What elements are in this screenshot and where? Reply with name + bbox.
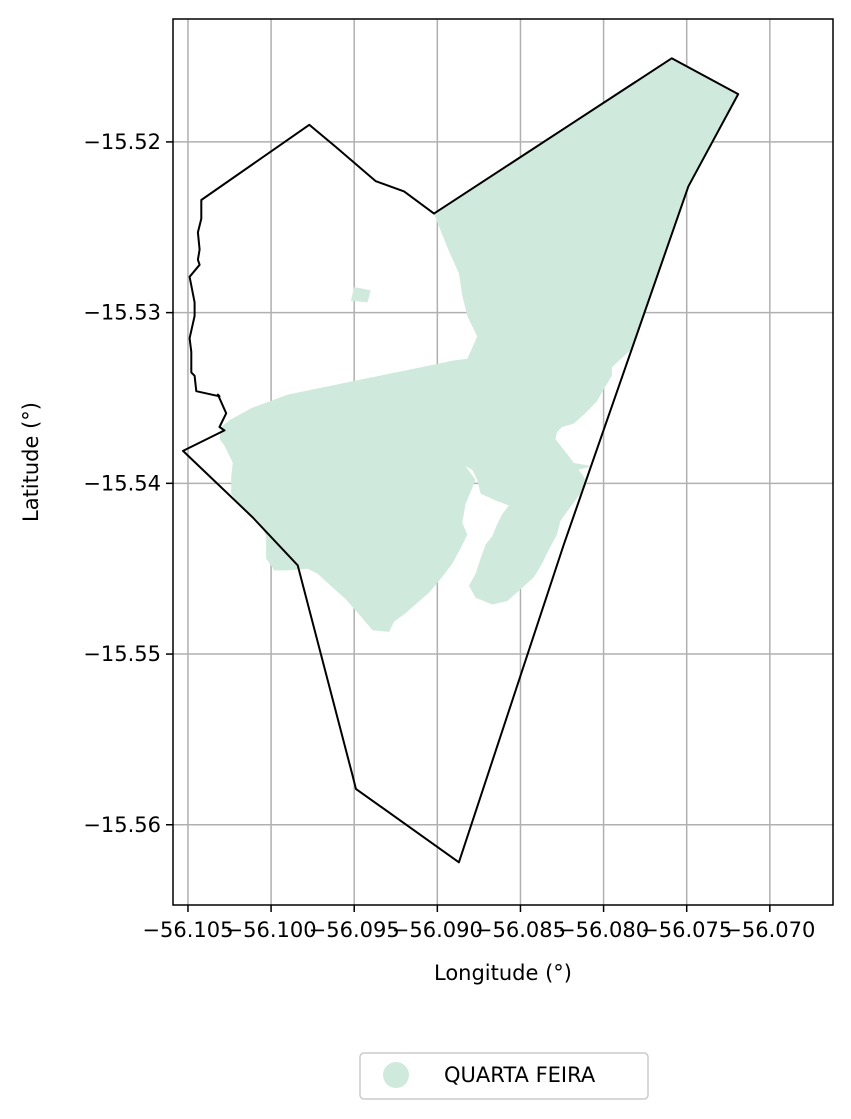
region-polygon-0-1: [350, 287, 371, 303]
y-axis-ticks: −15.52 −15.53 −15.54 −15.55 −15.56: [83, 130, 173, 837]
y-tick-label-3: −15.55: [83, 642, 161, 666]
x-tick-label-0: −56.105: [142, 918, 233, 942]
region-polygons: [219, 58, 739, 632]
legend: QUARTA FEIRA: [359, 1052, 649, 1100]
x-tick-label-6: −56.075: [641, 918, 732, 942]
y-tick-label-1: −15.53: [83, 301, 161, 325]
y-tick-label-2: −15.54: [83, 471, 161, 495]
legend-box: [359, 1052, 649, 1100]
boundary-outline: [182, 57, 740, 864]
x-tick-label-1: −56.100: [226, 918, 317, 942]
x-tick-label-2: −56.095: [309, 918, 400, 942]
x-tick-label-7: −56.070: [724, 918, 815, 942]
x-axis-ticks: −56.105−56.100−56.095−56.090−56.085−56.0…: [142, 905, 815, 942]
region-polygon-0-0: [219, 58, 739, 632]
x-tick-label-3: −56.090: [392, 918, 483, 942]
legend-label: QUARTA FEIRA: [444, 1063, 596, 1087]
x-tick-label-4: −56.085: [475, 918, 566, 942]
legend-marker: [383, 1062, 409, 1088]
plot-frame: [172, 18, 834, 906]
y-tick-label-4: −15.56: [83, 813, 161, 837]
y-axis-label: Latitude (°): [19, 402, 43, 522]
y-tick-label-0: −15.52: [83, 130, 161, 154]
x-axis-label: Longitude (°): [434, 961, 572, 985]
x-tick-label-5: −56.080: [558, 918, 649, 942]
boundary-path: [182, 57, 740, 864]
